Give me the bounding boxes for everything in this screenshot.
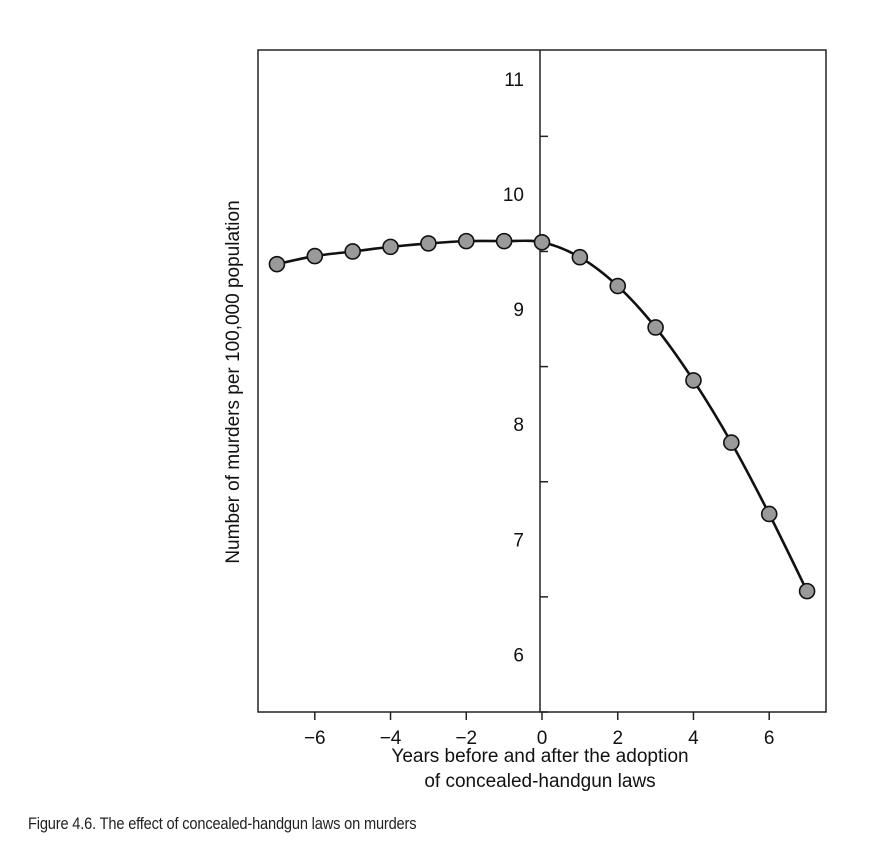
data-point <box>571 248 589 266</box>
y-tick-label: 9 <box>513 300 524 321</box>
y-tick-label: 10 <box>503 185 524 206</box>
y-tick-label: 6 <box>513 645 524 666</box>
y-tick-label: 11 <box>504 70 524 91</box>
data-point <box>685 372 702 389</box>
x-tick-label: 4 <box>688 728 699 749</box>
data-point <box>306 247 324 265</box>
data-point <box>420 235 437 252</box>
data-point <box>533 233 551 251</box>
data-point <box>647 319 664 336</box>
x-tick-label: 0 <box>537 728 548 749</box>
x-axis-label-line2: of concealed-handgun laws <box>424 771 655 792</box>
y-axis-label: Number of murders per 100,000 population <box>223 200 244 563</box>
x-axis-label-line1: Years before and after the adoption <box>391 746 688 767</box>
x-tick-label: 6 <box>764 728 775 749</box>
data-point <box>344 243 361 260</box>
data-point <box>457 232 475 250</box>
y-tick-label: 7 <box>513 530 524 551</box>
figure-caption: Figure 4.6. The effect of concealed-hand… <box>28 814 417 833</box>
y-ticks: 6 7 8 9 10 11 <box>503 70 548 713</box>
plot-frame <box>257 49 827 713</box>
data-points <box>268 232 816 600</box>
x-tick-label: 2 <box>612 728 623 749</box>
chart: −6 −4 −2 0 2 4 6 6 7 8 9 10 11 Number of murders pe… <box>223 49 827 792</box>
data-point <box>495 232 513 250</box>
data-point <box>760 505 778 523</box>
x-tick-label: −6 <box>304 728 326 749</box>
data-point <box>609 277 627 295</box>
series-line <box>276 239 809 592</box>
x-tick-label: −2 <box>455 728 477 749</box>
x-tick-label: −4 <box>380 728 402 749</box>
x-ticks: −6 −4 −2 0 2 4 6 <box>304 712 775 749</box>
data-point <box>382 238 399 256</box>
data-point <box>723 434 740 451</box>
data-point <box>798 582 816 600</box>
y-tick-label: 8 <box>513 415 524 436</box>
data-point <box>268 255 286 273</box>
